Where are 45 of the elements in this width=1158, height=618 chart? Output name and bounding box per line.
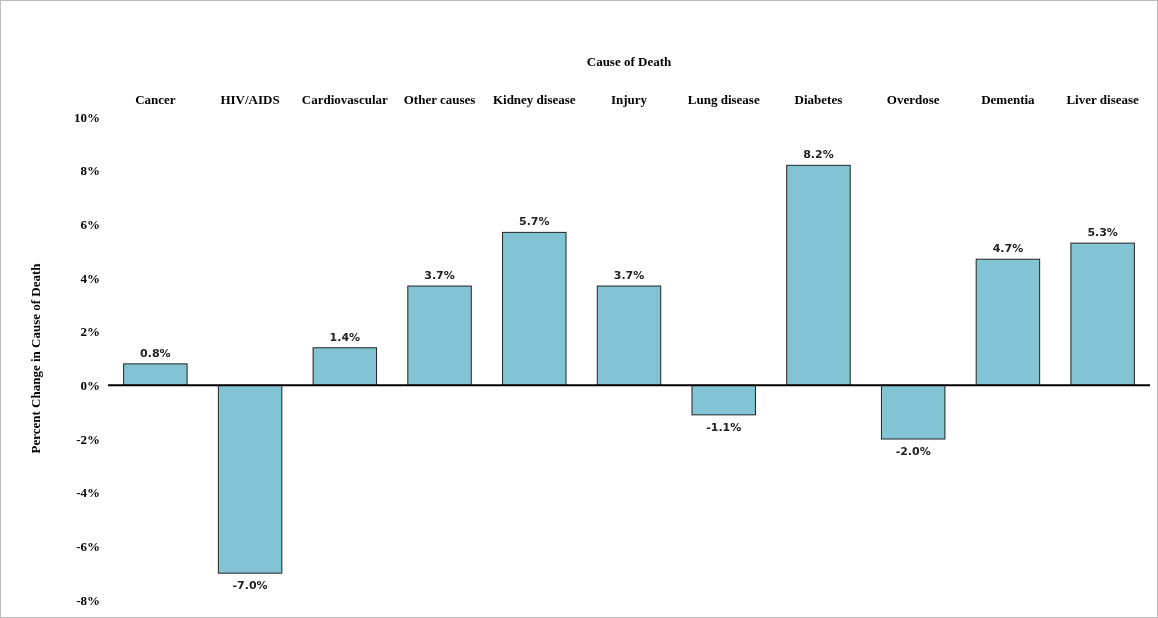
y-tick-label: 2% [80, 324, 100, 340]
bar [691, 384, 756, 416]
bar [880, 384, 946, 440]
y-tick-label: 0% [80, 377, 100, 393]
bar [596, 285, 662, 386]
x-tick-label: Overdose [886, 92, 940, 107]
data-label: -2.0% [895, 445, 931, 458]
data-label: 0.8% [140, 346, 171, 360]
x-tick-label: Kidney disease [492, 92, 576, 107]
data-label: 1.4% [329, 330, 361, 344]
y-axis-title: Percent Change in Cause of Death [28, 262, 43, 454]
x-tick-label: HIV/AIDS [220, 92, 280, 107]
x-tick-label: Injury [610, 92, 648, 107]
y-tick-label: 10% [74, 109, 100, 125]
bar [502, 231, 567, 386]
y-tick-label: -2% [76, 431, 100, 447]
bar [123, 363, 188, 386]
y-tick-label: -8% [76, 592, 100, 608]
y-tick-label: 8% [80, 163, 100, 179]
data-label: 8.2% [803, 148, 834, 162]
y-tick-label: 6% [80, 216, 100, 232]
x-tick-label: Dementia [981, 92, 1036, 107]
bar [312, 347, 378, 386]
data-label: 5.3% [1087, 226, 1118, 240]
bar [1070, 242, 1135, 386]
data-label: -7.0% [232, 579, 268, 593]
data-label: 3.7% [613, 269, 645, 283]
x-tick-label: Cancer [135, 92, 176, 107]
bar [786, 164, 851, 386]
x-tick-label: Cardiovascular [301, 92, 389, 107]
data-label: 4.7% [992, 242, 1024, 256]
bar [975, 258, 1041, 386]
data-label: 3.7% [424, 269, 455, 283]
y-tick-label: -6% [76, 538, 100, 554]
data-label: 5.7% [519, 215, 550, 229]
x-tick-label: Liver disease [1066, 92, 1140, 107]
y-tick-label: 4% [80, 270, 100, 286]
bar [217, 384, 283, 574]
x-axis-title: Cause of Death [586, 54, 673, 69]
bar [407, 285, 472, 386]
x-tick-label: Lung disease [687, 92, 760, 107]
data-label: -1.1% [706, 420, 742, 434]
y-tick-label: -4% [76, 485, 100, 501]
x-tick-label: Other causes [403, 92, 476, 107]
x-tick-label: Diabetes [794, 92, 843, 107]
